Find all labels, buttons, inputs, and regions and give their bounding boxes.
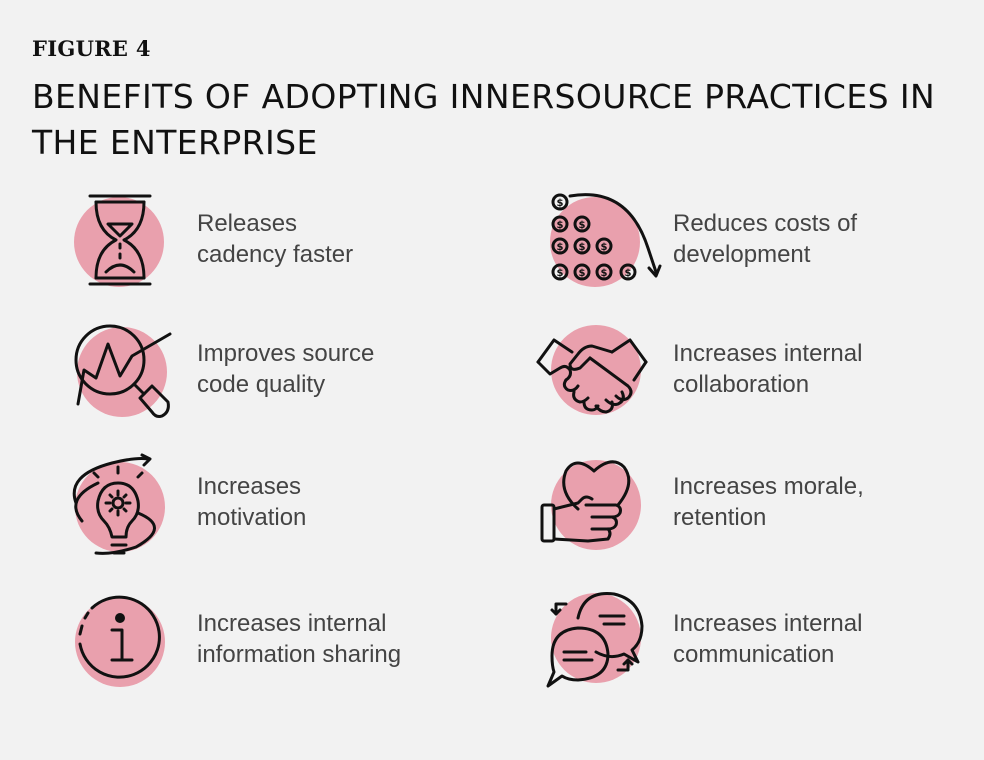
svg-text:$: $: [579, 242, 586, 253]
benefit-label-line1: Increases morale,: [673, 473, 864, 500]
benefit-label-line2: information sharing: [197, 641, 402, 668]
hourglass-icon: [72, 192, 182, 302]
benefit-label-line2: collaboration: [673, 371, 810, 398]
heart-hand-icon: [540, 455, 658, 565]
benefit-label-line1: Increases internal: [673, 340, 863, 367]
coins-icon: $ $ $ $ $ $ $ $ $ $: [548, 192, 662, 302]
magnifier-chart-icon: [72, 322, 182, 432]
svg-text:$: $: [625, 268, 632, 279]
benefit-label-line2: communication: [673, 641, 835, 668]
benefit-label-line2: cadency faster: [197, 241, 354, 268]
svg-text:$: $: [557, 198, 564, 209]
figure-label: FIGURE 4: [32, 36, 151, 61]
benefit-label-line2: development: [673, 241, 811, 268]
svg-text:$: $: [557, 220, 564, 231]
handshake-icon: [536, 322, 658, 432]
svg-text:$: $: [579, 268, 586, 279]
benefit-label-line2: retention: [673, 504, 767, 531]
benefit-label-line1: Improves source: [197, 340, 375, 367]
benefit-label-line1: Increases internal: [673, 610, 863, 637]
benefit-label-line2: motivation: [197, 504, 307, 531]
chat-bubbles-icon: [546, 592, 658, 702]
lightbulb-gear-icon: [72, 453, 182, 565]
svg-text:$: $: [579, 220, 586, 231]
svg-text:$: $: [601, 268, 608, 279]
svg-text:$: $: [557, 242, 564, 253]
svg-text:$: $: [601, 242, 608, 253]
svg-text:$: $: [557, 268, 564, 279]
figure-title: BENEFITS OF ADOPTING INNERSOURCE PRACTIC…: [32, 77, 936, 162]
benefit-label-line1: Releases: [197, 210, 298, 237]
benefit-label-line1: Reduces costs of: [673, 210, 858, 237]
benefit-label-line1: Increases: [197, 473, 302, 500]
info-icon: [72, 592, 182, 702]
benefit-label-line1: Increases internal: [197, 610, 387, 637]
benefit-label-line2: code quality: [197, 371, 326, 398]
